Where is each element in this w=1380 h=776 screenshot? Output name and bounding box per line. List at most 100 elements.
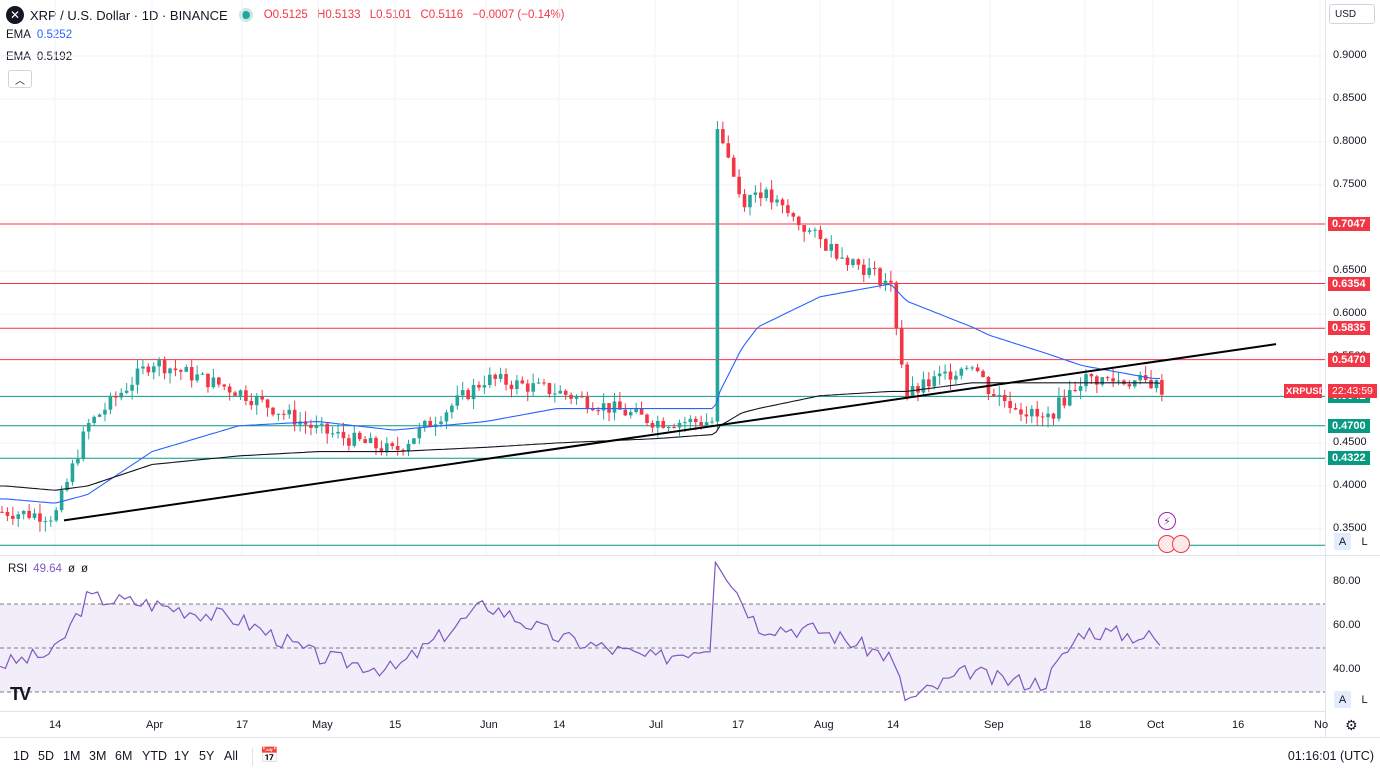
rsi-legend[interactable]: RSI 49.64 ø ø [8,563,88,575]
candle-body [726,143,731,158]
candle-body [406,443,411,451]
candle-body [834,243,839,259]
candle-body [16,514,21,519]
candle-body [656,420,660,428]
timeframe-button-all[interactable]: All [224,749,238,763]
timeframe-button-5d[interactable]: 5D [38,749,54,763]
candle-body [612,401,617,413]
candle-body [824,239,828,251]
candle-body [498,374,503,379]
candle-body [151,366,156,373]
candle-body [444,412,449,422]
candle-body [5,511,10,516]
candle-body [38,513,42,522]
symbol-legend: ✕ XRP / U.S. Dollar · 1D · BINANCE O0.51… [6,6,570,24]
tradingview-logo[interactable]: TV [10,684,31,704]
trendline[interactable] [63,343,1277,522]
pane-separator[interactable] [0,555,1380,556]
candle-body [558,390,563,394]
rsi-chart[interactable] [0,556,1325,711]
candle-body [81,431,86,460]
ema-lines [0,283,1161,504]
candle-body [1149,379,1153,389]
timeframe-button-3m[interactable]: 3M [89,749,107,763]
lightning-event-icon[interactable]: ⚡ [1158,512,1176,530]
candle-body [894,282,899,329]
timeframe-button-1m[interactable]: 1M [63,749,81,763]
candle-body [1073,390,1077,392]
candle-body [200,373,205,375]
candle-body [70,463,75,482]
candle-body [688,418,693,423]
price-tick-label: 0.7500 [1333,178,1367,190]
price-chart[interactable] [0,0,1325,555]
symbol-title[interactable]: XRP / U.S. Dollar · 1D · BINANCE [30,7,228,23]
ema-black-line[interactable] [0,382,1161,491]
candle-body [189,367,194,381]
candle-body [818,229,823,240]
candle-body [1008,401,1012,409]
candle-body [450,405,454,413]
price-tick-label: 0.6000 [1333,307,1367,319]
symbol-tag-label: XRPUSD [1286,385,1326,397]
candle-body [851,259,855,266]
candle-body [731,157,736,177]
price-level-tag: 0.4322 [1328,451,1370,466]
time-tick-label: 14 [49,719,62,731]
price-level-tag: 0.6354 [1328,276,1370,291]
candle-body [222,384,227,387]
candle-body [86,423,91,432]
candle-body [639,408,644,415]
time-tick-label: Apr [146,719,164,731]
candle-body [607,403,611,413]
time-tick-label: 14 [553,719,566,731]
timeframe-button-ytd[interactable]: YTD [142,749,167,763]
calendar-range-icon[interactable]: 📅 [260,747,279,764]
ema2-label: EMA [6,51,31,63]
candle-body [666,427,671,429]
rsi-tick-label: 40.00 [1333,663,1361,675]
candles [0,121,1164,532]
candle-body [780,199,785,206]
timeframe-button-1d[interactable]: 1D [13,749,29,763]
timeframe-button-6m[interactable]: 6M [115,749,133,763]
us-flag-event-icon-2[interactable] [1172,535,1190,553]
auto-scale-button[interactable]: A [1334,533,1351,550]
candle-body [401,449,405,451]
time-tick-label: Sep [984,719,1004,731]
rsi-log-scale-button[interactable]: L [1356,691,1373,708]
candle-body [693,418,698,423]
gear-icon[interactable]: ⚙ [1345,717,1358,733]
timeframe-button-1y[interactable]: 1Y [174,749,190,763]
candle-body [43,521,48,523]
candle-body [130,384,134,391]
candle-body [1078,386,1083,391]
candle-body [1040,416,1045,418]
candle-body [1111,378,1115,382]
close-x-icon[interactable]: ✕ [6,6,24,24]
toolbar-divider [252,748,253,766]
log-scale-button[interactable]: L [1356,533,1373,550]
candle-body [287,409,292,415]
candle-body [970,367,974,369]
candle-body [737,176,741,195]
candle-body [292,409,297,425]
candle-body [753,192,758,195]
chevron-up-icon: ︿ [15,75,25,87]
collapse-legend-button[interactable]: ︿ [8,70,32,88]
candle-body [574,396,579,399]
candle-body [807,230,812,232]
candle-body [254,396,259,406]
currency-selector[interactable]: USD [1329,4,1375,24]
price-tick-label: 0.4000 [1333,479,1367,491]
ema1-legend[interactable]: EMA 0.5252 [6,29,72,41]
ema-blue-line[interactable] [0,283,1161,504]
candle-body [1105,377,1110,379]
rsi-auto-scale-button[interactable]: A [1334,691,1351,708]
ohlc-values: O0.5125 H0.5133 L0.5101 C0.5116 −0.0007 … [264,9,571,21]
candle-body [878,268,882,286]
time-tick-label: 15 [389,719,402,731]
utc-clock[interactable]: 01:16:01 (UTC) [1287,749,1374,763]
timeframe-button-5y[interactable]: 5Y [199,749,215,763]
candle-body [628,412,633,416]
